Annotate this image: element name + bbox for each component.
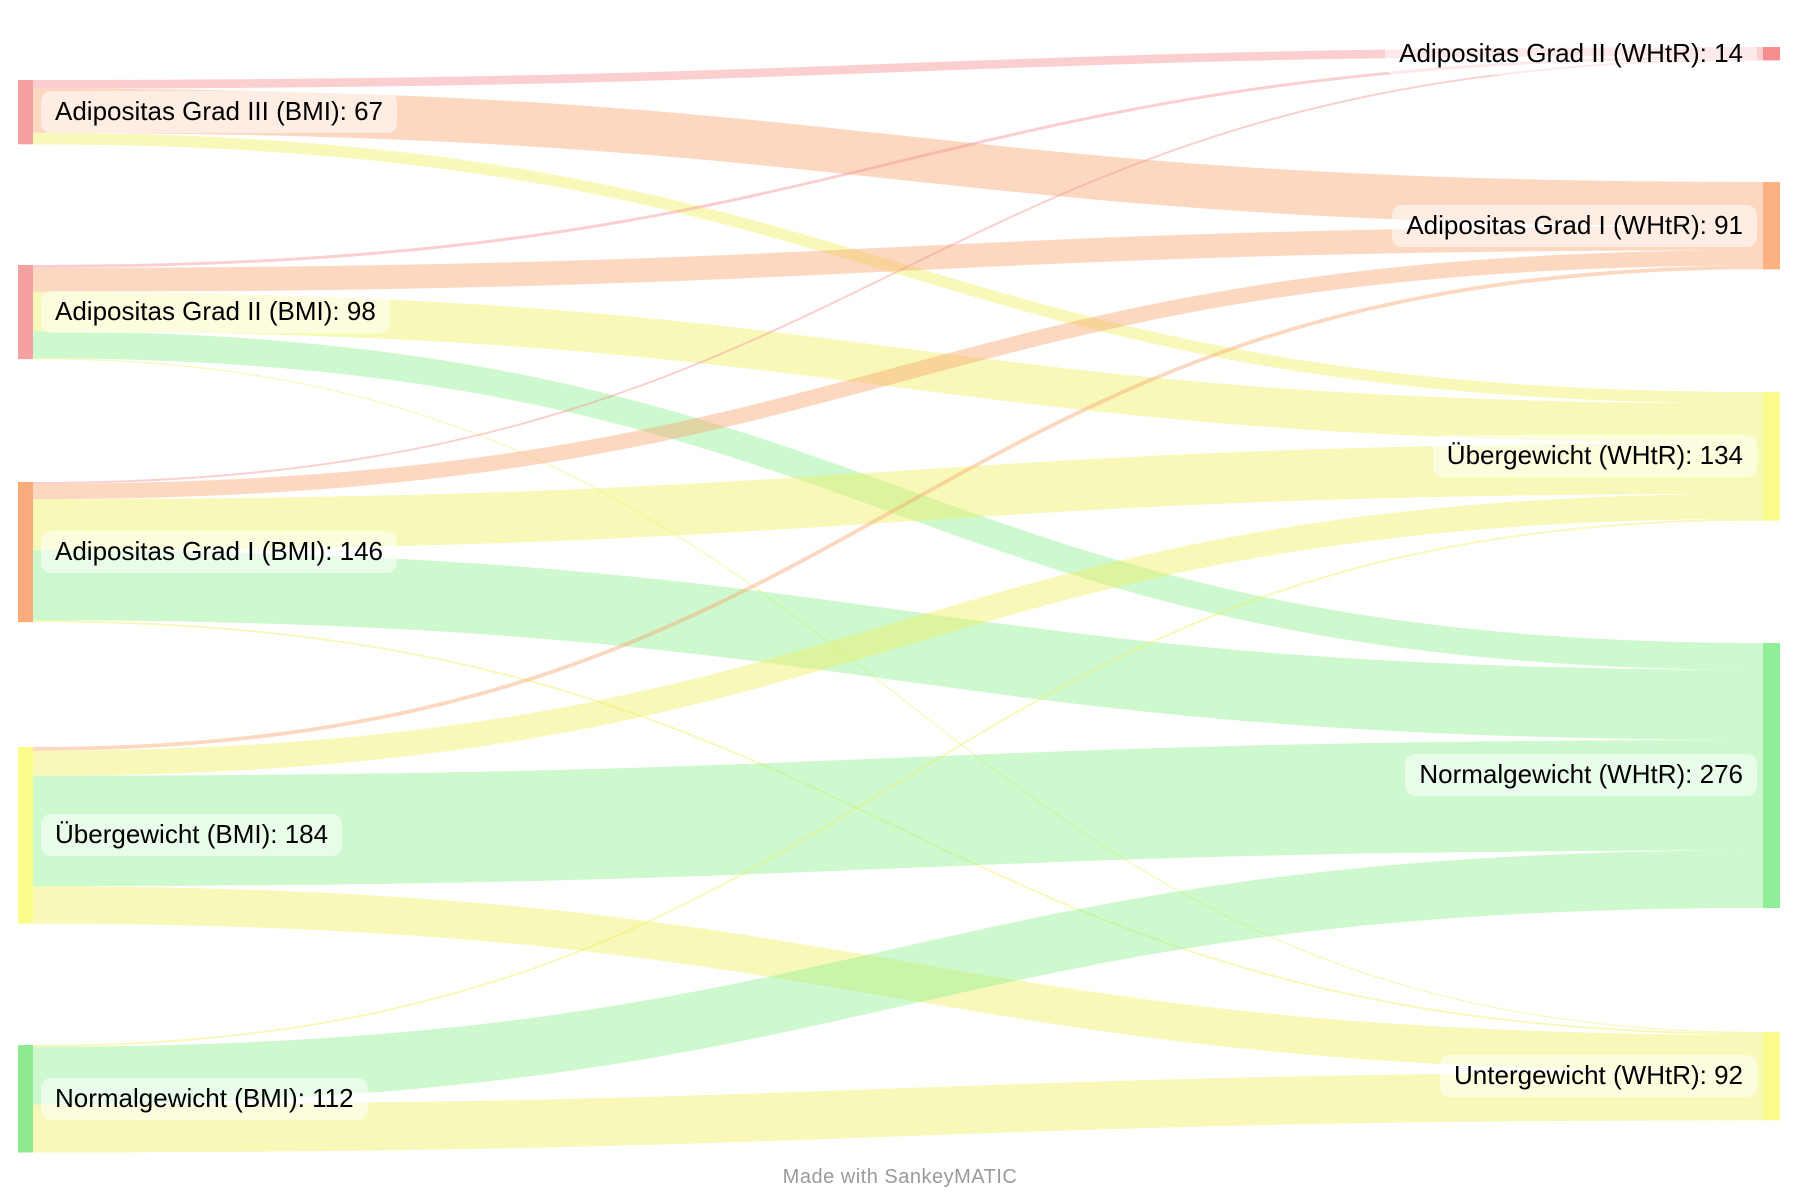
node-label-wng: Normalgewicht (WHtR): 276 [1405,754,1757,796]
node-label-ue: Übergewicht (BMI): 184 [41,814,343,856]
flow-ue-to-wg1 [32,265,1764,751]
node-label-g2: Adipositas Grad II (BMI): 98 [41,291,390,333]
flow-g3-to-wue [32,132,1764,404]
flow-g2-to-wng [32,331,1764,670]
node-ng[interactable] [18,1045,33,1153]
node-wue[interactable] [1763,392,1780,521]
node-g1[interactable] [18,482,33,623]
node-label-ng: Normalgewicht (BMI): 112 [41,1078,368,1120]
flow-ue-to-wue [32,493,1764,776]
node-label-wg2: Adipositas Grad II (WHtR): 14 [1385,33,1757,75]
flow-g1-to-wg1 [32,250,1764,500]
flow-ng-to-wue [32,518,1764,1047]
flow-ng-to-wug [32,1072,1764,1153]
node-label-g3: Adipositas Grad III (BMI): 67 [41,91,398,133]
node-wg2[interactable] [1763,47,1780,61]
node-wg1[interactable] [1763,182,1780,270]
node-label-wue: Übergewicht (WHtR): 134 [1432,435,1757,477]
flow-g1-to-wue [32,442,1764,551]
flow-g1-to-wg2 [32,58,1764,484]
node-g2[interactable] [18,265,33,360]
node-label-wg1: Adipositas Grad I (WHtR): 91 [1392,205,1757,247]
flow-g1-to-wng [32,550,1764,740]
flow-g2-to-wug [32,358,1764,1034]
flow-g1-to-wug [32,620,1764,1035]
node-label-wug: Untergewicht (WHtR): 92 [1440,1055,1757,1097]
node-ue[interactable] [18,747,33,924]
node-wug[interactable] [1763,1032,1780,1121]
flow-ue-to-wug [32,886,1764,1073]
flow-ng-to-wng [32,850,1764,1105]
node-g3[interactable] [18,80,33,145]
sankeymatic-credit: Made with SankeyMATIC [782,1166,1018,1188]
node-label-g1: Adipositas Grad I (BMI): 146 [41,531,398,573]
node-wng[interactable] [1763,643,1780,908]
flow-ue-to-wng [32,740,1764,887]
